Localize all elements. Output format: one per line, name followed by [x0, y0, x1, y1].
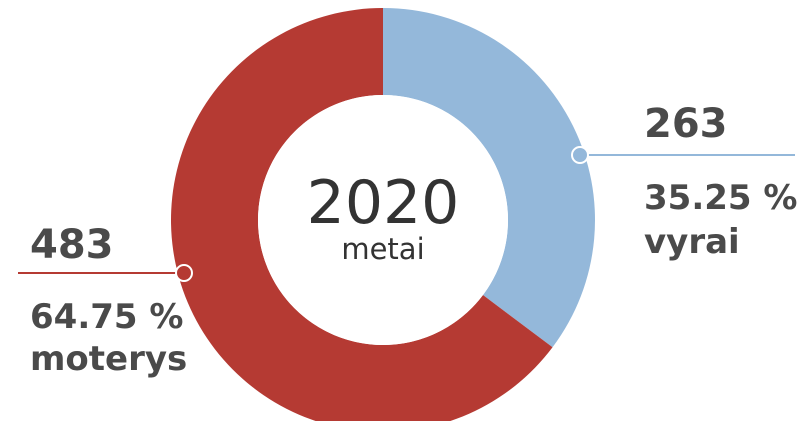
- men-count-label: 263: [644, 101, 728, 147]
- center-subtitle-label: metai: [341, 232, 424, 266]
- men-name-label: vyrai: [644, 222, 740, 262]
- women-slice: [171, 8, 553, 421]
- donut-hole: [258, 95, 508, 345]
- center-year-label: 2020: [307, 168, 460, 238]
- men-percent-label: 35.25 %: [644, 178, 797, 218]
- women-leader-dot: [175, 264, 193, 282]
- women-count-label: 483: [30, 222, 114, 268]
- women-percent-label: 64.75 %: [30, 297, 183, 337]
- slices-layer: [171, 8, 596, 421]
- men-leader-dot: [571, 146, 589, 164]
- women-name-label: moterys: [30, 339, 187, 379]
- men-slice: [383, 8, 596, 348]
